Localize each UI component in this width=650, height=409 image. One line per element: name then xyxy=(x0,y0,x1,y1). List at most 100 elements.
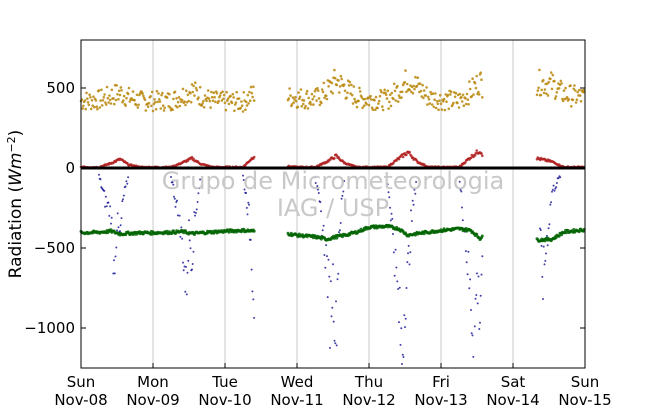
series-0-point xyxy=(87,103,91,107)
series-0-point xyxy=(562,89,566,92)
series-0-point xyxy=(106,96,110,100)
series-0-point xyxy=(384,93,388,97)
series-0-point xyxy=(385,97,389,100)
series-0-point xyxy=(573,84,576,87)
series-0-point xyxy=(413,87,416,91)
series-1-point xyxy=(190,155,194,159)
series-0-point xyxy=(464,102,468,106)
series-0-point xyxy=(570,105,573,108)
series-0-point xyxy=(202,106,206,109)
series-0-point xyxy=(461,93,465,97)
series-0-point xyxy=(307,96,311,100)
series-3-point xyxy=(341,194,344,197)
series-3-point xyxy=(405,287,408,289)
series-0-point xyxy=(462,104,466,107)
series-0-point xyxy=(296,105,300,109)
series-3-point xyxy=(247,201,250,204)
series-3-point xyxy=(329,346,331,349)
series-3-point xyxy=(410,220,413,222)
series-0-point xyxy=(374,95,378,99)
series-0-point xyxy=(557,87,561,90)
series-0-point xyxy=(206,89,210,92)
series-0-point xyxy=(355,105,359,109)
series-0-point xyxy=(214,100,217,104)
series-0-point xyxy=(226,97,230,100)
x-tick-label-day: Mon xyxy=(137,373,169,391)
series-0-point xyxy=(408,88,411,92)
y-axis-label-close: ) xyxy=(6,130,26,137)
series-0-point xyxy=(380,90,383,94)
series-0-point xyxy=(291,96,295,99)
series-0-point xyxy=(381,105,384,108)
series-3-point xyxy=(552,184,555,187)
series-0-point xyxy=(189,91,192,95)
series-0-point xyxy=(388,100,391,104)
series-0-point xyxy=(574,101,578,104)
series-3-point xyxy=(117,226,120,229)
series-0-point xyxy=(449,93,452,96)
series-3-point xyxy=(474,297,477,300)
series-3-point xyxy=(402,356,405,358)
series-0-point xyxy=(553,79,556,83)
series-0-point xyxy=(449,90,453,93)
series-1-point xyxy=(401,155,405,159)
series-0-point xyxy=(582,88,585,92)
series-0-point xyxy=(377,99,381,103)
series-3-point xyxy=(471,334,474,337)
series-0-point xyxy=(192,84,195,88)
series-3-point xyxy=(119,230,121,233)
series-0-point xyxy=(203,94,207,97)
x-tick-label-date: Nov-10 xyxy=(198,391,251,409)
series-3-point xyxy=(184,290,187,293)
series-0-point xyxy=(467,103,470,106)
series-0-point xyxy=(442,100,445,103)
series-3-point xyxy=(113,259,115,262)
series-0-point xyxy=(202,99,205,103)
series-3-point xyxy=(542,298,544,300)
series-1-point xyxy=(192,157,195,161)
series-0-point xyxy=(567,98,571,101)
series-0-point xyxy=(195,89,199,92)
series-0-point xyxy=(235,90,238,94)
x-tick-label-day: Wed xyxy=(281,373,314,391)
series-0-point xyxy=(227,102,231,106)
series-0-point xyxy=(348,80,352,84)
series-0-point xyxy=(363,97,367,101)
series-0-point xyxy=(357,99,360,103)
series-3-point xyxy=(466,273,469,276)
series-0-point xyxy=(93,105,96,109)
series-0-point xyxy=(244,108,247,111)
series-3-point xyxy=(122,194,125,197)
series-0-point xyxy=(135,93,139,97)
series-0-point xyxy=(252,99,256,102)
series-0-point xyxy=(160,93,163,97)
series-0-point xyxy=(373,99,376,102)
series-0-point xyxy=(184,103,187,107)
series-3-point xyxy=(461,219,464,222)
series-0-point xyxy=(365,102,368,106)
series-3-point xyxy=(250,268,253,271)
series-3-point xyxy=(415,181,418,183)
series-3-point xyxy=(461,206,463,209)
series-3-point xyxy=(391,217,394,220)
series-0-point xyxy=(553,97,557,100)
series-0-point xyxy=(113,102,116,106)
series-3-point xyxy=(400,327,403,330)
series-3-point xyxy=(553,189,556,192)
series-3-point xyxy=(178,214,181,217)
series-0-point xyxy=(158,100,162,103)
series-3-point xyxy=(332,320,335,323)
series-3-point xyxy=(126,182,129,185)
series-0-point xyxy=(443,108,447,112)
series-3-point xyxy=(480,273,483,276)
series-0-point xyxy=(316,86,319,90)
series-0-point xyxy=(127,86,131,90)
series-0-point xyxy=(431,92,435,95)
series-3-point xyxy=(116,212,119,215)
x-tick-label-date: Nov-11 xyxy=(270,391,323,409)
series-0-point xyxy=(294,99,298,103)
series-0-point xyxy=(351,102,355,105)
series-0-point xyxy=(369,94,372,98)
series-0-point xyxy=(370,106,374,109)
series-0-point xyxy=(322,81,326,85)
